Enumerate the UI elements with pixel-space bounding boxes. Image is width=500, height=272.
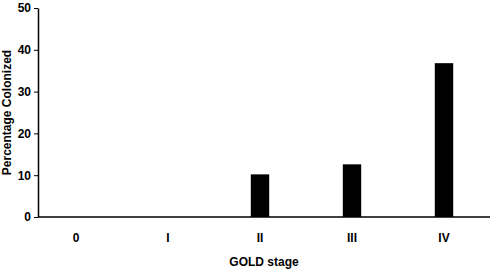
y-tick-mark bbox=[34, 8, 38, 9]
x-tick: IV bbox=[438, 217, 449, 245]
y-axis-title: Percentage Colonized bbox=[0, 50, 14, 175]
y-tick-label: 50 bbox=[18, 1, 32, 15]
bar bbox=[251, 174, 269, 217]
x-tick-label: IV bbox=[438, 231, 449, 245]
y-tick-mark bbox=[34, 92, 38, 93]
y-tick-label: 40 bbox=[18, 43, 32, 57]
y-axis-line bbox=[38, 9, 40, 218]
y-tick-label: 20 bbox=[18, 127, 32, 141]
x-tick: II bbox=[257, 217, 264, 245]
y-tick: 10 bbox=[18, 169, 38, 183]
y-tick-mark bbox=[34, 175, 38, 176]
y-tick-label: 10 bbox=[18, 169, 32, 183]
chart: 010203040500IIIIIIIVGOLD stagePercentage… bbox=[0, 0, 500, 272]
y-tick: 30 bbox=[18, 85, 38, 99]
y-tick: 40 bbox=[18, 43, 38, 57]
y-tick-mark bbox=[34, 217, 38, 218]
x-tick-label: 0 bbox=[73, 231, 80, 245]
y-tick: 20 bbox=[18, 127, 38, 141]
y-tick-label: 30 bbox=[18, 85, 32, 99]
y-tick-mark bbox=[34, 50, 38, 51]
y-tick-mark bbox=[34, 133, 38, 134]
x-axis-line bbox=[38, 216, 490, 218]
y-axis: 0 10 20 30 40 50 bbox=[18, 1, 39, 224]
x-tick-label: III bbox=[347, 231, 357, 245]
x-tick-label: I bbox=[166, 231, 169, 245]
x-axis: 0IIIIIIIV bbox=[38, 217, 490, 245]
x-tick: 0 bbox=[73, 217, 80, 245]
bar bbox=[343, 164, 361, 217]
bar bbox=[435, 63, 453, 217]
x-axis-title: GOLD stage bbox=[229, 255, 299, 269]
x-tick: III bbox=[347, 217, 357, 245]
y-tick: 0 bbox=[24, 210, 38, 224]
x-tick: I bbox=[166, 217, 169, 245]
x-tick-label: II bbox=[257, 231, 264, 245]
y-tick: 50 bbox=[18, 1, 38, 15]
bars bbox=[251, 63, 453, 217]
y-tick-label: 0 bbox=[24, 210, 31, 224]
